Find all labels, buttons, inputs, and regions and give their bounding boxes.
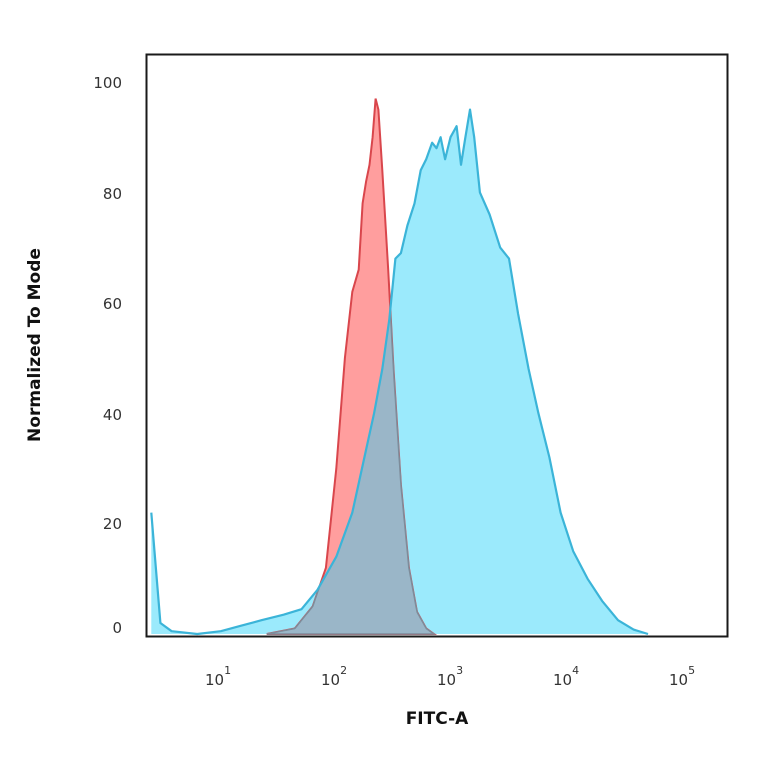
- y-axis-label: Normalized To Mode: [25, 248, 45, 442]
- stained-sample-histogram: [151, 109, 649, 635]
- y-tick-20: 20: [103, 515, 122, 533]
- x-tick-10-3: 103: [437, 664, 463, 689]
- y-axis-ticks: 0 20 40 60 80 100: [93, 74, 122, 637]
- x-axis-ticks: 101 102 103 104 105: [205, 664, 695, 689]
- plot-frame: [145, 53, 729, 638]
- x-tick-10-2: 102: [321, 664, 347, 689]
- x-tick-10-4: 104: [553, 664, 579, 689]
- y-tick-100: 100: [93, 74, 122, 92]
- x-axis-label: FITC-A: [406, 709, 469, 729]
- y-tick-60: 60: [103, 295, 122, 313]
- y-tick-0: 0: [112, 619, 122, 637]
- stained-sample-outline: [150, 108, 649, 636]
- plot-area: [150, 98, 649, 636]
- x-tick-10-5: 105: [669, 664, 695, 689]
- x-tick-10-1: 101: [205, 664, 231, 689]
- y-tick-40: 40: [103, 406, 122, 424]
- y-tick-80: 80: [103, 185, 122, 203]
